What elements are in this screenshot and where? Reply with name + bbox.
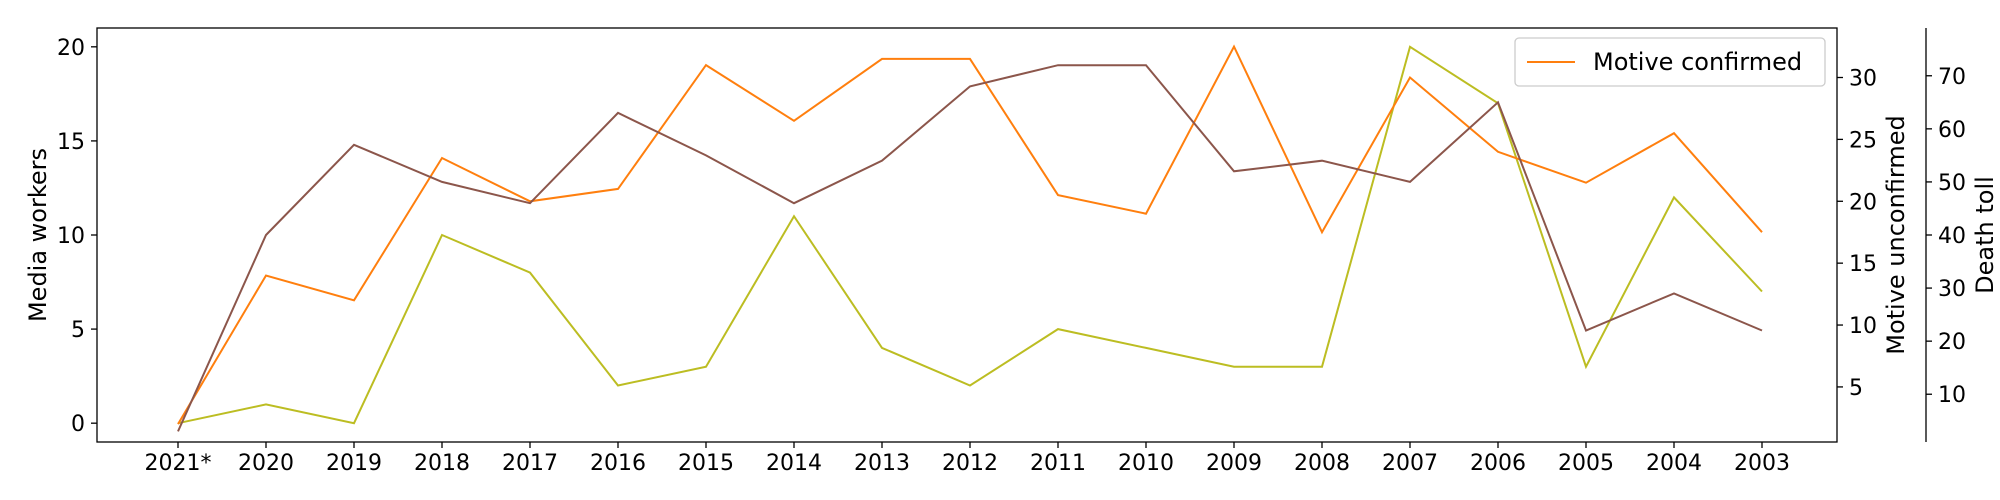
death-toll-tick-label: 20 <box>1938 330 1966 355</box>
motive-unconfirmed-tick-label: 30 <box>1849 67 1877 92</box>
x-tick-label: 2016 <box>590 451 646 476</box>
legend: Motive confirmed <box>1514 37 1826 87</box>
left-tick-label: 5 <box>71 318 85 343</box>
left-tick-label: 0 <box>71 412 85 437</box>
x-tick-label: 2017 <box>502 451 558 476</box>
left-axis-label: Media workers <box>24 148 52 322</box>
motive-unconfirmed-tick-label: 20 <box>1849 190 1877 215</box>
death-toll-tick-label: 50 <box>1938 171 1966 196</box>
series-layer <box>177 44 1763 432</box>
x-tick-label: 2012 <box>942 451 998 476</box>
x-tick-label: 2021* <box>145 451 212 476</box>
x-tick-label: 2010 <box>1118 451 1174 476</box>
motive-unconfirmed-axis-label: Motive unconfirmed <box>1882 115 1910 355</box>
death-toll-tick-label: 30 <box>1938 277 1966 302</box>
motive-unconfirmed-tick-label: 15 <box>1849 252 1877 277</box>
x-tick-label: 2004 <box>1646 451 1702 476</box>
x-tick-label: 2014 <box>766 451 822 476</box>
x-tick-label: 2007 <box>1382 451 1438 476</box>
left-tick-label: 20 <box>57 36 85 61</box>
x-tick-label: 2008 <box>1294 451 1350 476</box>
x-tick-label: 2013 <box>854 451 910 476</box>
x-tick-label: 2018 <box>414 451 470 476</box>
series-line-right2 <box>177 64 1763 432</box>
legend-box <box>1514 37 1826 87</box>
death-toll-tick-label: 70 <box>1938 65 1966 90</box>
death-toll-tick-label: 10 <box>1938 383 1966 408</box>
left-tick-label: 15 <box>57 130 85 155</box>
series-line-right1 <box>177 44 1763 425</box>
motive-unconfirmed-tick-label: 10 <box>1849 314 1877 339</box>
left-tick-label: 10 <box>57 224 85 249</box>
x-tick-label: 2019 <box>326 451 382 476</box>
x-tick-label: 2011 <box>1030 451 1086 476</box>
x-tick-label: 2005 <box>1558 451 1614 476</box>
death-toll-axis-label: Death toll <box>1971 176 1999 294</box>
death-toll-tick-label: 40 <box>1938 224 1966 249</box>
x-tick-label: 2015 <box>678 451 734 476</box>
x-tick-label: 2006 <box>1470 451 1526 476</box>
legend-label-motive-confirmed: Motive confirmed <box>1593 48 1802 76</box>
death-toll-tick-label: 60 <box>1938 118 1966 143</box>
x-tick-label: 2003 <box>1734 451 1790 476</box>
x-tick-label: 2009 <box>1206 451 1262 476</box>
x-axis: 2021* 2020 2019 2018 2017 2016 2015 2014 2013 201… <box>145 442 1790 476</box>
x-tick-label: 2020 <box>238 451 294 476</box>
series-line-left <box>177 45 1763 425</box>
motive-unconfirmed-tick-label: 25 <box>1849 128 1877 153</box>
motive-unconfirmed-axis: 5 10 15 20 25 30 <box>1837 67 1877 401</box>
death-toll-axis: 10 20 30 40 50 60 70 <box>1926 65 1966 408</box>
left-y-axis: 0 5 10 15 20 <box>57 36 97 437</box>
motive-unconfirmed-tick-label: 5 <box>1849 376 1863 401</box>
